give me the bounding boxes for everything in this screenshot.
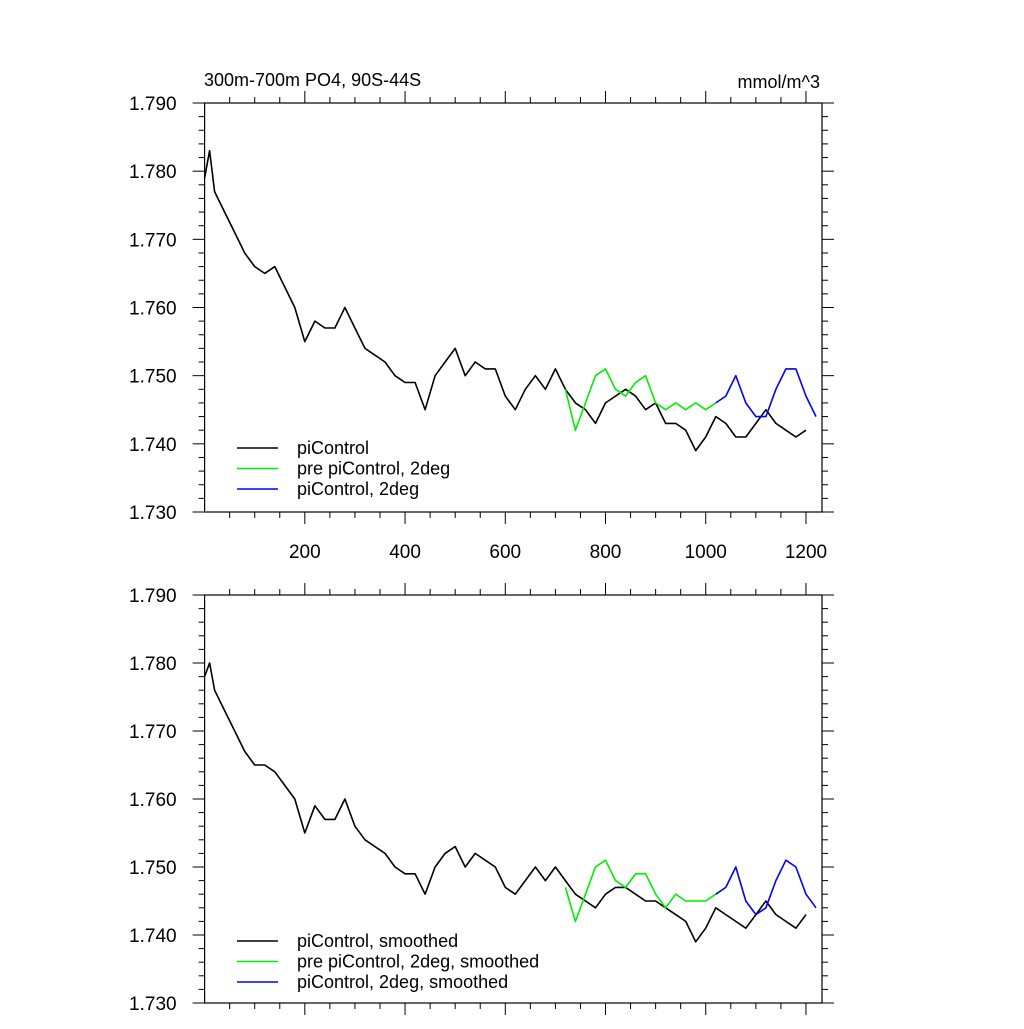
y-tick-label: 1.750 (129, 858, 177, 879)
legend-label: piControl (297, 438, 369, 458)
legend-label: piControl, 2deg (297, 479, 419, 499)
y-tick-label: 1.760 (129, 299, 177, 320)
legend-label: pre piControl, 2deg (297, 459, 450, 479)
series-line-1 (564, 368, 717, 432)
y-tick-label: 1.790 (129, 94, 177, 115)
legend-label: pre piControl, 2deg, smoothed (297, 952, 539, 972)
top-panel: 200 400 600 800 1000 1200 1.730 1.740 1.750 1.760… (129, 91, 834, 563)
chart-title: 300m-700m PO4, 90S-44S (204, 70, 421, 90)
x-tick-label: 600 (489, 542, 521, 563)
y-tick-label: 1.780 (129, 162, 177, 183)
series-line-2 (715, 368, 817, 418)
y-tick-label: 1.750 (129, 367, 177, 388)
legend-label: piControl, 2deg, smoothed (297, 972, 508, 992)
y-tick-label: 1.790 (129, 586, 177, 607)
series-line-2 (715, 859, 817, 916)
chart-units: mmol/m^3 (738, 72, 820, 92)
y-tick-label: 1.730 (129, 994, 177, 1015)
y-tick-label: 1.760 (129, 790, 177, 811)
series-line-1 (564, 859, 717, 923)
y-tick-label: 1.740 (129, 435, 177, 456)
x-tick-label: 400 (389, 542, 421, 563)
y-tick-label: 1.740 (129, 926, 177, 947)
series-line-0 (203, 149, 807, 452)
y-tick-label: 1.730 (129, 503, 177, 524)
bottom-panel: 1.730 1.740 1.750 1.760 1.770 1.780 1.790 piCon… (129, 583, 834, 1015)
x-tick-label: 800 (590, 542, 622, 563)
x-tick-label: 200 (289, 542, 321, 563)
y-tick-label: 1.770 (129, 722, 177, 743)
series-line-0 (203, 662, 807, 943)
y-tick-label: 1.770 (129, 230, 177, 251)
x-tick-label: 1000 (685, 542, 727, 563)
legend-label: piControl, smoothed (297, 931, 458, 951)
x-tick-label: 1200 (785, 542, 827, 563)
y-tick-label: 1.780 (129, 654, 177, 675)
